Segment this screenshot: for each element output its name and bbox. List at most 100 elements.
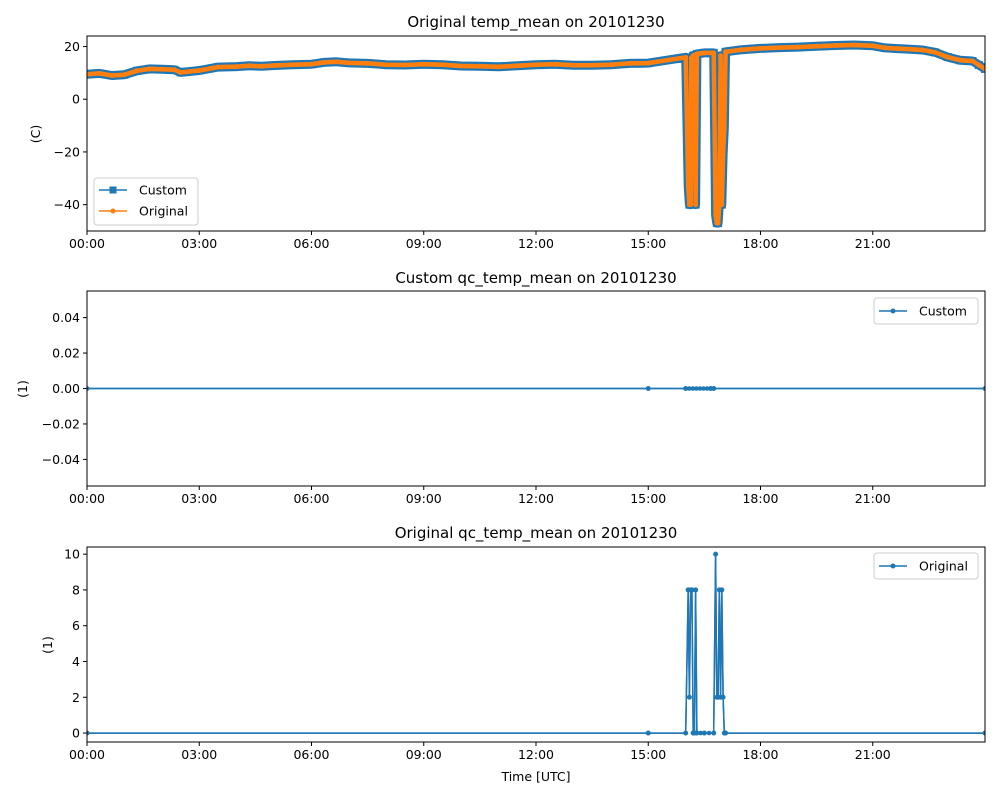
original-point — [882, 45, 888, 51]
custom-point — [982, 386, 985, 391]
original-point — [533, 62, 539, 68]
x-tick-label: 06:00 — [293, 747, 329, 762]
original-point — [518, 63, 524, 68]
y-tick-label: 0 — [72, 726, 80, 741]
original-point — [188, 69, 194, 74]
original-point — [693, 587, 699, 593]
original-point — [711, 730, 717, 736]
axes-frame — [86, 290, 986, 487]
original-point — [200, 67, 206, 73]
original-point — [399, 62, 404, 68]
original-point — [616, 61, 621, 67]
custom-point — [645, 386, 651, 391]
original-point — [895, 46, 901, 52]
original-point — [982, 730, 985, 736]
x-tick-label: 03:00 — [181, 747, 217, 762]
original-point — [645, 60, 651, 66]
custom-point — [697, 386, 703, 391]
original-point — [369, 61, 374, 66]
x-tick-label: 09:00 — [406, 236, 442, 251]
original-point — [548, 62, 554, 67]
original-point — [683, 54, 689, 60]
original-point — [365, 60, 371, 66]
custom-point — [87, 386, 90, 391]
original-point — [612, 62, 617, 67]
original-point — [242, 63, 248, 69]
original-point — [720, 694, 726, 700]
legend-original-marker — [110, 208, 116, 214]
custom-point — [683, 386, 689, 391]
original-qc-panel: Original qc_temp_mean on 20101230 (1) Ti… — [40, 524, 986, 784]
original-point — [552, 61, 558, 67]
original-point — [688, 202, 694, 208]
original-point — [208, 66, 213, 71]
original-point — [907, 46, 913, 52]
original-point — [395, 62, 400, 68]
y-tick-label: 8 — [72, 582, 80, 597]
original-point — [155, 66, 160, 72]
original-point — [754, 46, 760, 51]
original-point — [234, 64, 240, 70]
original-point — [146, 66, 152, 72]
original-point — [689, 587, 695, 593]
original-point — [743, 47, 748, 52]
original-point — [226, 64, 232, 70]
panel-title: Original qc_temp_mean on 20101230 — [395, 524, 678, 543]
original-point — [887, 45, 892, 51]
original-point — [406, 62, 412, 68]
x-tick-label: 12:00 — [518, 491, 554, 506]
original-point — [693, 202, 699, 208]
original-point — [718, 53, 724, 59]
original-point — [966, 58, 971, 64]
original-point — [109, 73, 115, 79]
original-point — [142, 67, 148, 72]
legend-custom-label: Custom — [919, 304, 967, 319]
original-point — [87, 730, 90, 736]
original-point — [473, 63, 479, 69]
original-point — [271, 63, 277, 69]
y-tick-label: 2 — [72, 690, 80, 705]
original-point — [814, 43, 820, 49]
original-point — [859, 42, 864, 48]
original-point — [559, 62, 565, 67]
original-point — [321, 59, 327, 65]
original-point — [238, 64, 244, 69]
original-point — [769, 45, 775, 51]
original-point — [713, 551, 719, 557]
original-point — [836, 43, 842, 48]
original-point — [844, 42, 849, 48]
original-point — [928, 49, 934, 54]
original-point — [903, 46, 909, 52]
original-point — [685, 183, 691, 189]
axes-frame — [86, 546, 986, 743]
original-point — [544, 62, 550, 67]
original-point — [211, 65, 217, 71]
original-point — [829, 43, 834, 48]
original-point — [862, 43, 868, 48]
original-point — [297, 62, 303, 67]
original-point — [765, 45, 771, 51]
y-tick-label: 0.04 — [52, 310, 80, 325]
original-point — [425, 62, 430, 67]
axis-ticks: 00:00 03:00 06:00 09:00 12:00 15:00 18:00 21:00… — [64, 547, 891, 762]
original-point — [941, 53, 946, 58]
original-point — [870, 43, 876, 49]
original-point — [492, 64, 498, 70]
original-point — [333, 59, 339, 65]
original-point — [810, 44, 816, 49]
original-point — [961, 58, 967, 63]
original-point — [219, 64, 224, 70]
original-point — [642, 60, 647, 66]
axes-frame — [86, 35, 986, 232]
plot-area — [87, 386, 985, 391]
original-point — [325, 59, 331, 65]
original-point — [329, 59, 335, 65]
original-point — [529, 62, 535, 68]
original-point — [563, 62, 569, 68]
y-axis-label: (1) — [15, 380, 30, 398]
original-point — [436, 62, 442, 67]
original-point — [945, 54, 951, 60]
original-point — [259, 63, 265, 69]
